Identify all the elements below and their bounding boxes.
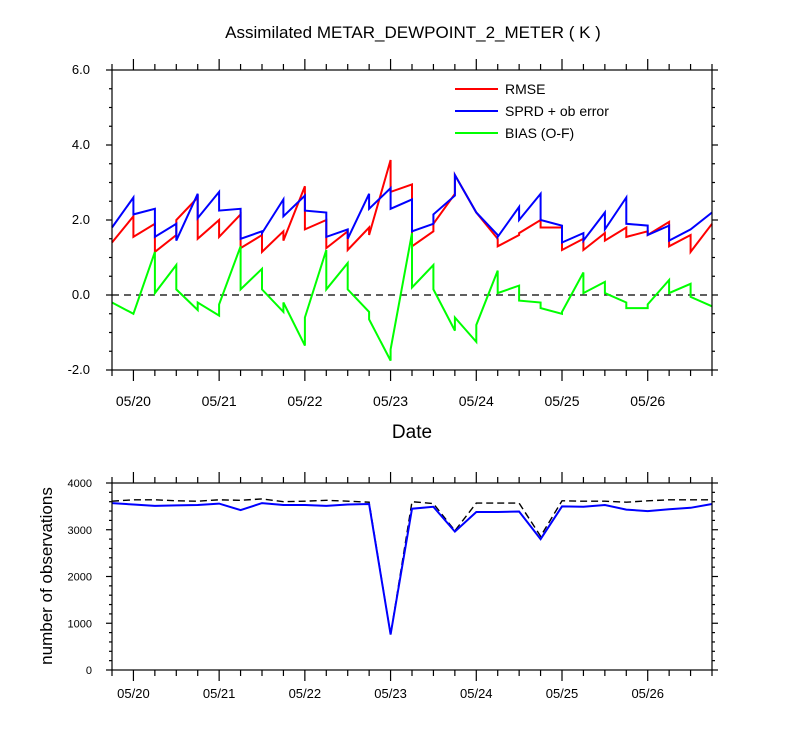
bottom-y-tick-labels: 0 1000 2000 3000 4000 bbox=[68, 478, 92, 677]
x-tick-label: 05/22 bbox=[287, 393, 322, 409]
x-tick-label: 05/25 bbox=[544, 393, 579, 409]
bias-rmse-panel: Assimilated METAR_DEWPOINT_2_METER ( K )… bbox=[68, 23, 718, 443]
x-tick-label: 05/20 bbox=[116, 393, 151, 409]
legend-label-rmse: RMSE bbox=[505, 81, 545, 97]
top-y-tick-labels: -2.0 0.0 2.0 4.0 6.0 bbox=[68, 62, 90, 377]
top-x-axis-label: Date bbox=[392, 422, 432, 443]
x-tick-label: 05/23 bbox=[374, 686, 407, 701]
x-tick-label: 05/26 bbox=[630, 393, 665, 409]
y-tick-label: 2.0 bbox=[72, 212, 90, 227]
x-tick-label: 05/20 bbox=[117, 686, 150, 701]
series-line-assimilated-observations bbox=[111, 502, 713, 635]
y-tick-label: 6.0 bbox=[72, 62, 90, 77]
y-tick-label: 4000 bbox=[68, 478, 92, 490]
x-tick-label: 05/23 bbox=[373, 393, 408, 409]
legend: RMSE SPRD + ob error BIAS (O-F) bbox=[455, 81, 609, 141]
x-tick-label: 05/25 bbox=[546, 686, 579, 701]
bottom-y-axis-label: number of observations bbox=[37, 487, 56, 665]
bottom-plot-frame bbox=[111, 482, 713, 671]
series-line-sprd-ob-error bbox=[111, 171, 713, 245]
x-tick-label: 05/24 bbox=[460, 686, 493, 701]
x-tick-label: 05/24 bbox=[459, 393, 494, 409]
bottom-axis-ticks bbox=[106, 472, 718, 681]
x-tick-label: 05/26 bbox=[631, 686, 664, 701]
y-tick-label: 0 bbox=[86, 665, 92, 677]
y-tick-label: 1000 bbox=[68, 618, 92, 630]
legend-label-bias: BIAS (O-F) bbox=[505, 125, 574, 141]
y-tick-label: 2000 bbox=[68, 572, 92, 584]
series-line-bias-o-f bbox=[111, 232, 713, 362]
series-line-rmse bbox=[111, 159, 713, 255]
bottom-x-tick-labels: 05/20 05/21 05/22 05/23 05/24 05/25 05/26 bbox=[117, 686, 664, 701]
y-tick-label: 0.0 bbox=[72, 287, 90, 302]
legend-label-sprd: SPRD + ob error bbox=[505, 103, 609, 119]
series-line-possible-observations bbox=[111, 498, 712, 635]
top-x-tick-labels: 05/20 05/21 05/22 05/23 05/24 05/25 05/26 bbox=[116, 393, 666, 409]
x-tick-label: 05/21 bbox=[203, 686, 236, 701]
x-tick-label: 05/22 bbox=[289, 686, 322, 701]
top-chart-title: Assimilated METAR_DEWPOINT_2_METER ( K ) bbox=[225, 23, 601, 42]
top-series-lines bbox=[111, 159, 713, 362]
y-tick-label: 3000 bbox=[68, 525, 92, 537]
y-tick-label: -2.0 bbox=[68, 362, 90, 377]
top-plot-frame bbox=[111, 69, 713, 371]
bottom-series-lines bbox=[111, 498, 713, 635]
x-tick-label: 05/21 bbox=[202, 393, 237, 409]
y-tick-label: 4.0 bbox=[72, 137, 90, 152]
